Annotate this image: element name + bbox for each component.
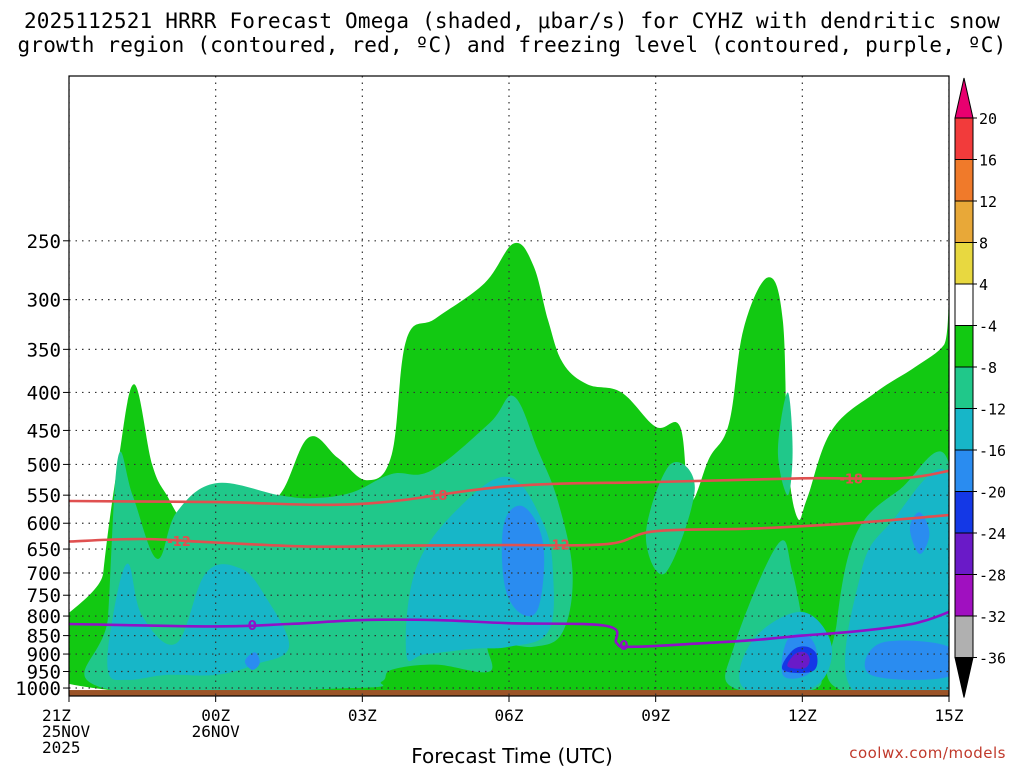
x-tick-label: 2025: [42, 738, 81, 757]
y-tick-label: 850: [27, 626, 61, 648]
colorbar-segment: [954, 449, 974, 492]
chart-title-line-1: 2025112521 HRRR Forecast Omega (shaded, …: [23, 9, 1001, 33]
omega-region-10: [501, 505, 545, 617]
y-tick-label: 350: [27, 339, 61, 361]
freezing-level-contour-label: 0: [248, 619, 257, 634]
y-tick-label: 500: [27, 454, 61, 476]
y-tick-label: 250: [27, 231, 61, 253]
omega-region-4: [777, 392, 793, 496]
x-tick-label: 00Z: [201, 706, 230, 725]
colorbar-segment: [954, 200, 974, 243]
colorbar-segment: [954, 532, 974, 575]
x-tick-label: 03Z: [348, 706, 377, 725]
omega-region-2: [645, 462, 695, 575]
x-tick-label: 09Z: [641, 706, 670, 725]
colorbar-segment: [954, 615, 974, 658]
site-credit[interactable]: coolwx.com/models: [849, 744, 1006, 762]
colorbar-label: -8: [979, 359, 997, 377]
y-tick-label: 300: [27, 290, 61, 312]
colorbar-segment: [954, 574, 974, 617]
omega-region-6: [107, 563, 290, 681]
colorbar-top-tip: [954, 77, 974, 119]
colorbar-segment: [954, 242, 974, 285]
y-tick-label: 550: [27, 485, 61, 507]
colorbar-label: 16: [979, 152, 997, 170]
colorbar-segment: [954, 366, 974, 409]
x-axis-label: Forecast Time (UTC): [411, 744, 613, 768]
colorbar-segment: [954, 325, 974, 368]
colorbar-segment: [954, 283, 974, 326]
x-tick-label: 12Z: [788, 706, 817, 725]
colorbar-label: -16: [979, 442, 1006, 460]
x-tick-label: 06Z: [495, 706, 524, 725]
y-tick-label: 400: [27, 382, 61, 404]
x-tick-label: 25NOV: [42, 722, 91, 741]
colorbar-label: -12: [979, 401, 1006, 419]
colorbar-label: 4: [979, 276, 988, 294]
colorbar-segment: [954, 408, 974, 451]
colorbar-segment: [954, 159, 974, 202]
dgz-contour-minus12-label: -12: [546, 539, 570, 554]
colorbar-label: 8: [979, 235, 988, 253]
omega-region-13: [864, 640, 949, 680]
colorbar-bottom-tip: [954, 657, 974, 698]
colorbar-label: 12: [979, 193, 997, 211]
colorbar-label: -20: [979, 484, 1006, 502]
surface-ground-band: [69, 690, 949, 696]
y-tick-label: 1000: [15, 678, 61, 700]
y-tick-label: 800: [27, 606, 61, 628]
omega-region-16: [787, 651, 810, 669]
omega-region-14: [244, 652, 260, 670]
x-tick-label: 15Z: [935, 706, 964, 725]
y-tick-label: 700: [27, 563, 61, 585]
y-tick-label: 750: [27, 585, 61, 607]
colorbar-label: -4: [979, 318, 997, 336]
y-tick-label: 950: [27, 661, 61, 683]
freezing-level-contour-label: 0: [619, 639, 628, 654]
colorbar-label: -24: [979, 525, 1006, 543]
x-tick-label: 26NOV: [192, 722, 241, 741]
dgz-contour-minus12: [69, 513, 949, 549]
y-tick-label: 450: [27, 420, 61, 442]
y-tick-label: 650: [27, 539, 61, 561]
y-tick-label: 900: [27, 644, 61, 666]
dgz-contour-minus18-label: -18: [424, 489, 448, 504]
colorbar-label: -28: [979, 567, 1006, 585]
colorbar-label: 20: [979, 110, 997, 128]
colorbar-segment: [954, 491, 974, 534]
x-tick-label: 21Z: [42, 706, 71, 725]
y-tick-label: 600: [27, 513, 61, 535]
colorbar-label: -36: [979, 650, 1006, 668]
chart-title-line-2: growth region (contoured, red, ºC) and f…: [17, 33, 1007, 57]
freezing-level-contour: [69, 610, 949, 649]
colorbar-segment: [954, 117, 974, 160]
colorbar-label: -32: [979, 608, 1006, 626]
dgz-contour-minus18: [69, 469, 949, 507]
dgz-contour-minus12-label: -12: [167, 535, 191, 550]
dgz-contour-minus18-label: -18: [839, 472, 863, 487]
